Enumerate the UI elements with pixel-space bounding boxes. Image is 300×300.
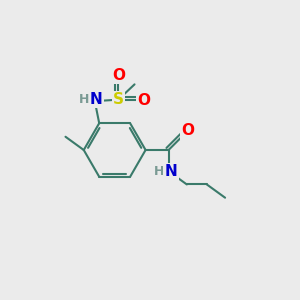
Text: N: N	[90, 92, 103, 107]
Text: N: N	[164, 164, 177, 179]
Text: H: H	[79, 93, 90, 106]
Text: O: O	[137, 93, 150, 108]
Text: O: O	[181, 123, 194, 138]
Text: H: H	[154, 165, 164, 178]
Text: S: S	[113, 92, 124, 107]
Text: O: O	[112, 68, 125, 83]
